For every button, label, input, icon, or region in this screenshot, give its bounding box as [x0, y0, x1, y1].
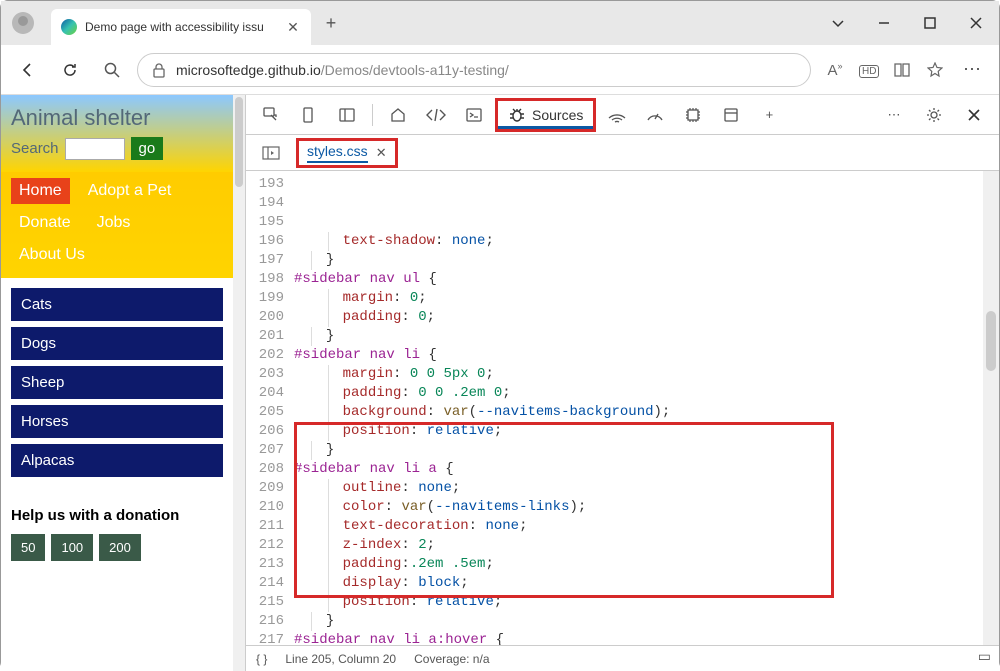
file-tabs-row: styles.css ✕ [246, 135, 999, 171]
nav-link[interactable]: Adopt a Pet [80, 178, 180, 204]
go-button[interactable]: go [131, 137, 164, 160]
sidebar-item[interactable]: Sheep [11, 366, 223, 399]
window-minimize-button[interactable] [861, 7, 907, 39]
search-button[interactable] [95, 53, 129, 87]
search-input[interactable] [65, 138, 125, 160]
code-editor[interactable]: 1931941951961971981992002012022032042052… [246, 171, 999, 645]
nav-link[interactable]: Donate [11, 210, 79, 236]
address-bar-row: microsoftedge.github.io/Demos/devtools-a… [1, 45, 999, 95]
device-icon[interactable] [292, 98, 326, 132]
donation-button[interactable]: 200 [99, 534, 141, 561]
tab-close-button[interactable]: ✕ [285, 19, 301, 36]
favorite-icon[interactable] [927, 62, 947, 78]
donation-heading: Help us with a donation [11, 507, 223, 524]
page-nav: Home Adopt a PetDonate Jobs About Us [1, 172, 233, 278]
more-tabs-button[interactable]: + [752, 98, 786, 132]
page-title: Animal shelter [11, 105, 223, 131]
settings-menu-button[interactable]: ⋯ [955, 59, 989, 80]
read-aloud-icon[interactable]: A» [825, 61, 845, 79]
new-tab-button[interactable]: + [315, 13, 347, 34]
memory-tab-icon[interactable] [676, 98, 710, 132]
edge-favicon [61, 19, 77, 35]
donation-button[interactable]: 50 [11, 534, 45, 561]
line-gutter: 1931941951961971981992002012022032042052… [246, 171, 294, 645]
responsive-icon[interactable]: ▭ [978, 648, 991, 665]
profile-icon [12, 12, 34, 34]
tab-title: Demo page with accessibility issu [85, 20, 285, 34]
reader-icon[interactable] [893, 62, 913, 78]
sidebar-list: Cats Dogs Sheep Horses Alpacas [1, 278, 233, 493]
console-tab-icon[interactable] [457, 98, 491, 132]
elements-tab-icon[interactable] [419, 98, 453, 132]
address-bar[interactable]: microsoftedge.github.io/Demos/devtools-a… [137, 53, 811, 87]
sidebar-item[interactable]: Alpacas [11, 444, 223, 477]
window-maximize-button[interactable] [907, 7, 953, 39]
window-titlebar: Demo page with accessibility issu ✕ + [1, 1, 999, 45]
back-button[interactable] [11, 53, 45, 87]
code-scrollbar[interactable] [983, 171, 999, 645]
panel-icon[interactable] [330, 98, 364, 132]
profile-button[interactable] [1, 1, 45, 45]
url-text: microsoftedge.github.io/Demos/devtools-a… [176, 62, 509, 78]
lock-icon [152, 62, 166, 78]
donation-button[interactable]: 100 [51, 534, 93, 561]
welcome-tab-icon[interactable] [381, 98, 415, 132]
file-tab[interactable]: styles.css [307, 143, 368, 163]
application-tab-icon[interactable] [714, 98, 748, 132]
donation-buttons: 50100200 [1, 534, 233, 561]
nav-link[interactable]: Home [11, 178, 70, 204]
braces-icon[interactable]: { } [256, 652, 267, 666]
bug-icon [508, 106, 526, 124]
nav-link[interactable]: About Us [11, 242, 93, 268]
sources-tab-label: Sources [532, 107, 583, 123]
browser-tab[interactable]: Demo page with accessibility issu ✕ [51, 9, 311, 45]
network-tab-icon[interactable] [600, 98, 634, 132]
devtools-settings-icon[interactable] [917, 98, 951, 132]
page-scrollbar[interactable] [233, 95, 245, 671]
devtools-statusbar: { } Line 205, Column 20 Coverage: n/a [246, 645, 999, 671]
hd-icon[interactable]: HD [859, 61, 879, 78]
sidebar-item[interactable]: Horses [11, 405, 223, 438]
file-tab-close[interactable]: ✕ [376, 145, 387, 161]
devtools-panel: Sources + ⋯ styles.css ✕ 193194195196197… [245, 95, 999, 671]
inspect-icon[interactable] [254, 98, 288, 132]
refresh-button[interactable] [53, 53, 87, 87]
code-content[interactable]: text-shadow: none; }#sidebar nav ul { ma… [294, 171, 983, 645]
coverage-status: Coverage: n/a [414, 652, 489, 666]
devtools-more-button[interactable]: ⋯ [877, 98, 911, 132]
sources-tab[interactable]: Sources [495, 98, 596, 132]
performance-tab-icon[interactable] [638, 98, 672, 132]
window-close-button[interactable] [953, 7, 999, 39]
toggle-navigator-button[interactable] [254, 136, 288, 170]
devtools-close-button[interactable] [957, 98, 991, 132]
sidebar-item[interactable]: Cats [11, 288, 223, 321]
rendered-page: Animal shelter Search go Home Adopt a Pet… [1, 95, 233, 671]
sidebar-item[interactable]: Dogs [11, 327, 223, 360]
chevron-down-icon[interactable] [815, 7, 861, 39]
cursor-position: Line 205, Column 20 [285, 652, 396, 666]
devtools-toolbar: Sources + ⋯ [246, 95, 999, 135]
nav-link[interactable]: Jobs [89, 210, 139, 236]
search-label: Search [11, 140, 59, 157]
file-tab-highlight: styles.css ✕ [296, 138, 398, 168]
